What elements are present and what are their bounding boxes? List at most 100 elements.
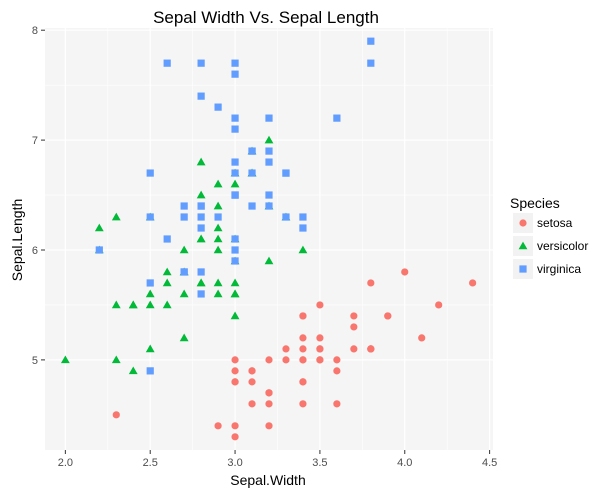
- data-point-versicolor: [196, 234, 206, 243]
- data-point-virginica: [231, 114, 239, 122]
- data-point-virginica: [333, 114, 341, 122]
- data-point-versicolor: [196, 157, 206, 166]
- data-point-versicolor: [179, 333, 189, 342]
- data-point-virginica: [180, 202, 188, 210]
- data-point-virginica: [248, 202, 256, 210]
- data-point-virginica: [367, 37, 375, 45]
- x-tick-label: 2.0: [58, 457, 73, 469]
- data-point-virginica: [282, 169, 290, 177]
- data-point-setosa: [333, 356, 341, 364]
- data-point-versicolor: [128, 300, 138, 309]
- data-point-versicolor: [230, 311, 240, 320]
- data-point-setosa: [265, 422, 273, 430]
- data-point-virginica: [231, 59, 239, 67]
- data-point-setosa: [350, 312, 358, 320]
- data-point-setosa: [112, 411, 120, 419]
- data-point-setosa: [350, 345, 358, 353]
- data-point-virginica: [146, 213, 154, 221]
- y-tick-label: 6: [32, 245, 38, 257]
- data-point-setosa: [231, 422, 239, 430]
- data-point-virginica: [231, 257, 239, 265]
- data-point-versicolor: [162, 278, 172, 287]
- data-point-setosa: [248, 400, 256, 408]
- data-point-setosa: [231, 367, 239, 375]
- data-point-setosa: [299, 378, 307, 386]
- data-point-setosa: [316, 345, 324, 353]
- data-point-setosa: [282, 345, 290, 353]
- data-point-virginica: [265, 147, 273, 155]
- series-virginica: [95, 37, 375, 375]
- chart-title: Sepal Width Vs. Sepal Length: [153, 8, 379, 27]
- data-point-virginica: [214, 103, 222, 111]
- data-point-setosa: [282, 356, 290, 364]
- data-point-versicolor: [196, 278, 206, 287]
- data-point-setosa: [350, 323, 358, 331]
- data-point-virginica: [248, 169, 256, 177]
- data-point-setosa: [469, 279, 477, 287]
- x-tick-label: 4.5: [482, 457, 497, 469]
- legend: Species setosa versicolor virginica: [510, 195, 588, 279]
- legend-label: setosa: [537, 216, 573, 230]
- data-point-versicolor: [264, 256, 274, 265]
- data-point-setosa: [316, 334, 324, 342]
- data-point-versicolor: [60, 355, 70, 364]
- x-axis-title: Sepal.Width: [230, 472, 305, 488]
- data-point-setosa: [333, 400, 341, 408]
- data-point-setosa: [265, 400, 273, 408]
- data-point-virginica: [163, 59, 171, 67]
- data-point-setosa: [231, 356, 239, 364]
- data-point-versicolor: [162, 267, 172, 276]
- data-point-virginica: [214, 213, 222, 221]
- data-point-virginica: [367, 59, 375, 67]
- data-point-setosa: [265, 389, 273, 397]
- data-points: [60, 37, 477, 441]
- data-point-setosa: [418, 334, 426, 342]
- data-point-versicolor: [213, 278, 223, 287]
- series-setosa: [112, 268, 477, 441]
- data-point-setosa: [299, 400, 307, 408]
- data-point-virginica: [248, 147, 256, 155]
- data-point-virginica: [282, 213, 290, 221]
- data-point-versicolor: [213, 245, 223, 254]
- data-point-setosa: [384, 312, 392, 320]
- data-point-virginica: [146, 169, 154, 177]
- data-point-setosa: [316, 301, 324, 309]
- data-point-versicolor: [264, 135, 274, 144]
- data-point-virginica: [197, 290, 205, 298]
- data-point-setosa: [248, 367, 256, 375]
- data-point-virginica: [180, 268, 188, 276]
- data-point-virginica: [231, 191, 239, 199]
- data-point-versicolor: [213, 234, 223, 243]
- data-point-virginica: [197, 92, 205, 100]
- data-point-versicolor: [179, 245, 189, 254]
- legend-marker-virginica: [519, 265, 527, 273]
- data-point-versicolor: [213, 201, 223, 210]
- y-axis-title: Sepal.Length: [9, 199, 25, 282]
- data-point-virginica: [231, 169, 239, 177]
- data-point-setosa: [299, 312, 307, 320]
- data-point-versicolor: [111, 212, 121, 221]
- data-point-setosa: [231, 378, 239, 386]
- data-point-setosa: [299, 334, 307, 342]
- data-point-setosa: [401, 268, 409, 276]
- legend-marker-versicolor: [518, 241, 528, 250]
- data-point-setosa: [367, 345, 375, 353]
- data-point-virginica: [265, 191, 273, 199]
- data-point-versicolor: [213, 179, 223, 188]
- y-tick-label: 8: [32, 25, 38, 37]
- data-point-virginica: [231, 246, 239, 254]
- data-point-setosa: [367, 279, 375, 287]
- x-tick-label: 3.5: [312, 457, 327, 469]
- x-tick-label: 4.0: [397, 457, 412, 469]
- x-axis-ticks: 2.0 2.5 3.0 3.5 4.0 4.5: [58, 450, 497, 469]
- y-tick-label: 7: [32, 135, 38, 147]
- data-point-virginica: [299, 213, 307, 221]
- data-point-versicolor: [179, 289, 189, 298]
- data-point-setosa: [316, 356, 324, 364]
- data-point-virginica: [146, 367, 154, 375]
- data-point-versicolor: [230, 278, 240, 287]
- data-point-virginica: [95, 246, 103, 254]
- data-point-virginica: [197, 268, 205, 276]
- data-point-virginica: [231, 125, 239, 133]
